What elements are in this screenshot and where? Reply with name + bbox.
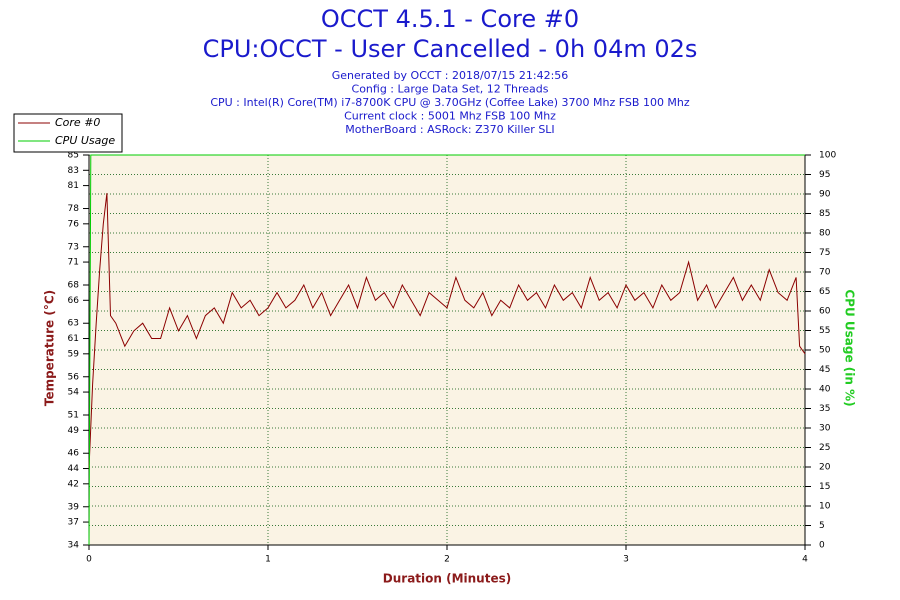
y-tick-label: 66 [68,296,80,306]
info-block: Generated by OCCT : 2018/07/15 21:42:56C… [210,69,690,136]
y2-tick-label: 100 [819,151,836,161]
y-tick-label: 81 [68,181,79,191]
chart-title: OCCT 4.5.1 - Core #0 [321,5,579,33]
y2-tick-label: 75 [819,248,830,258]
y-tick-label: 73 [68,242,79,252]
y2-tick-label: 85 [819,209,830,219]
x-tick-label: 1 [265,555,271,565]
x-tick-label: 2 [444,555,450,565]
y-tick-label: 34 [68,541,80,551]
y2-tick-label: 10 [819,502,831,512]
y-tick-label: 71 [68,258,79,268]
y2-tick-label: 65 [819,287,830,297]
y2-tick-label: 30 [819,424,831,434]
series-line [88,154,805,546]
y-tick-label: 54 [68,388,80,398]
y-tick-label: 46 [68,449,80,459]
y-tick-label: 83 [68,166,79,176]
x-tick-label: 4 [802,555,808,565]
x-tick-label: 0 [86,555,92,565]
chart-subtitle: CPU:OCCT - User Cancelled - 0h 04m 02s [203,35,698,63]
y2-tick-label: 5 [819,521,825,531]
y-tick-label: 59 [68,349,80,359]
y-axis-title: Temperature (°C) [43,290,57,406]
y-tick-label: 51 [68,411,79,421]
y-tick-label: 78 [68,204,80,214]
y-tick-label: 56 [68,372,80,382]
y2-tick-label: 0 [819,541,825,551]
y2-tick-label: 55 [819,326,830,336]
y2-tick-label: 35 [819,404,830,414]
y2-tick-label: 95 [819,170,830,180]
y2-tick-label: 90 [819,190,831,200]
info-line: MotherBoard : ASRock: Z370 Killer SLI [345,123,554,136]
legend-label: Core #0 [55,116,100,129]
info-line: Current clock : 5001 Mhz FSB 100 Mhz [344,110,556,123]
y-tick-label: 44 [68,464,80,474]
y2-tick-label: 80 [819,229,831,239]
legend-box [13,113,123,153]
y2-tick-label: 20 [819,463,831,473]
y-tick-label: 61 [68,334,79,344]
x-axis-title: Duration (Minutes) [383,572,511,586]
series-line [88,193,806,469]
y-tick-label: 68 [68,281,80,291]
y-tick-label: 39 [68,502,80,512]
y2-tick-label: 15 [819,482,830,492]
y2-tick-label: 70 [819,268,831,278]
y-tick-label: 85 [68,151,79,161]
y-tick-label: 76 [68,219,80,229]
y2-axis-title: CPU Usage (in %) [843,289,857,406]
y2-tick-label: 25 [819,443,830,453]
y-tick-label: 63 [68,319,79,329]
x-tick-label: 3 [623,555,629,565]
info-line: CPU : Intel(R) Core(TM) i7-8700K CPU @ 3… [210,96,690,109]
y-tick-label: 42 [68,479,79,489]
lines [88,154,806,546]
y-tick-label: 37 [68,518,79,528]
y2-tick-label: 40 [819,385,831,395]
legend-label: CPU Usage [55,134,115,147]
info-line: Config : Large Data Set, 12 Threads [352,83,549,96]
legend: Core #0 CPU Usage [18,116,115,147]
y-tick-label: 49 [68,426,80,436]
y2-tick-label: 50 [819,346,831,356]
y2-tick-label: 60 [819,307,831,317]
y2-tick-label: 45 [819,365,830,375]
info-line: Generated by OCCT : 2018/07/15 21:42:56 [332,69,569,82]
